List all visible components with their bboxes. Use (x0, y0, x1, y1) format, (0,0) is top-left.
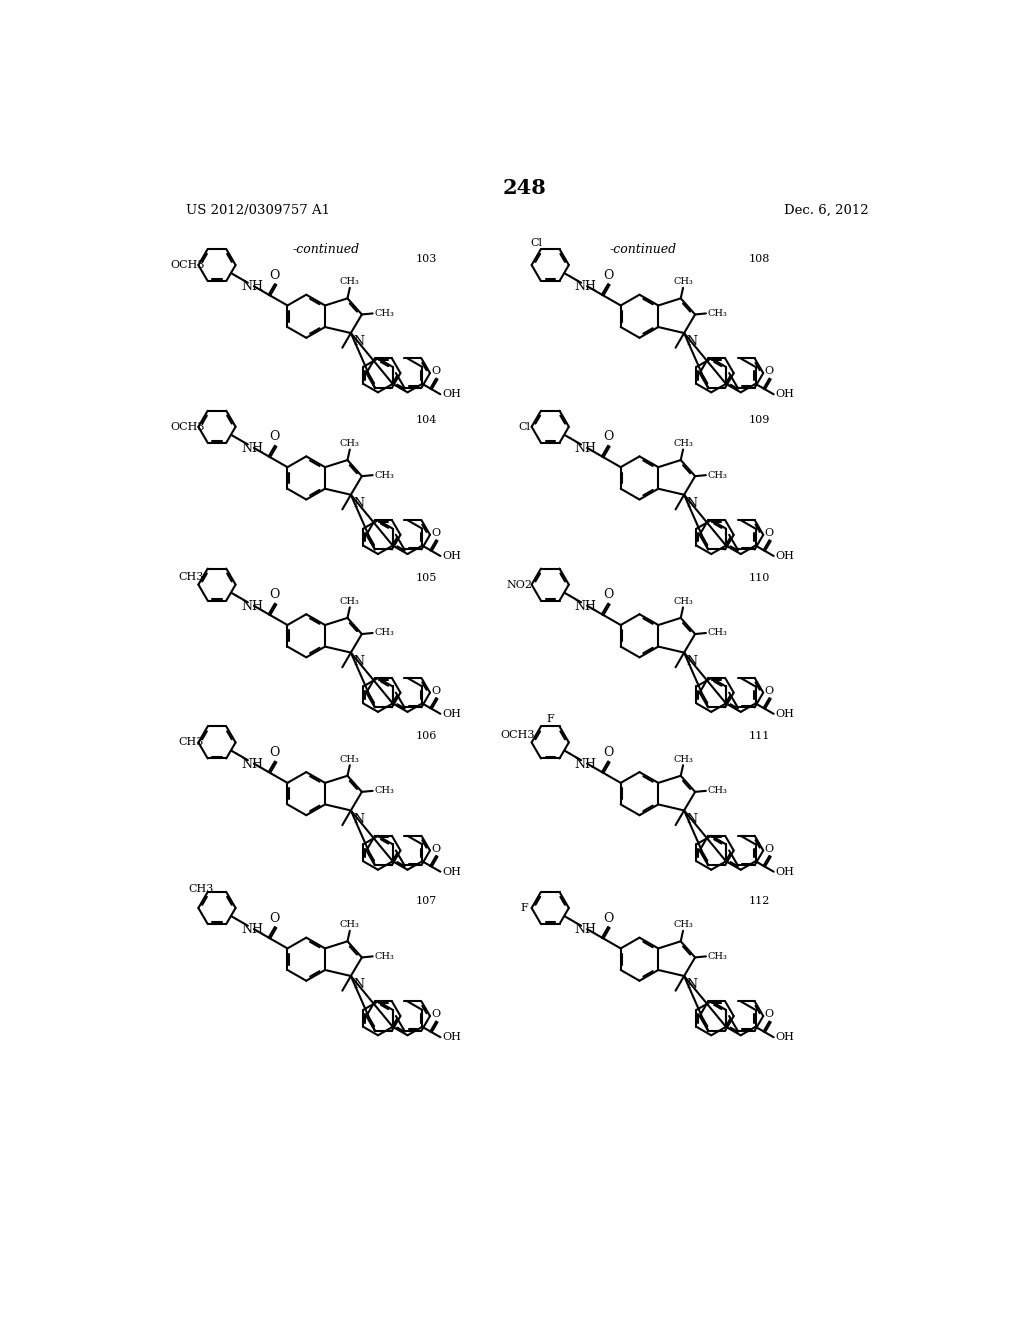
Text: -continued: -continued (610, 243, 677, 256)
Text: 104: 104 (416, 416, 437, 425)
Text: F: F (547, 714, 554, 725)
Text: CH₃: CH₃ (340, 755, 359, 764)
Text: OH: OH (442, 1032, 461, 1043)
Text: OH: OH (442, 867, 461, 876)
Text: OH: OH (775, 1032, 794, 1043)
Text: CH₃: CH₃ (374, 787, 394, 796)
Text: Dec. 6, 2012: Dec. 6, 2012 (783, 205, 868, 218)
Text: NH: NH (574, 924, 596, 936)
Text: CH₃: CH₃ (708, 309, 727, 318)
Text: O: O (269, 589, 280, 602)
Text: -continued: -continued (292, 243, 359, 256)
Text: CH3: CH3 (178, 738, 204, 747)
Text: NH: NH (241, 442, 263, 455)
Text: CH₃: CH₃ (340, 920, 359, 929)
Text: O: O (603, 746, 613, 759)
Text: 107: 107 (416, 896, 437, 907)
Text: NO2: NO2 (506, 579, 532, 590)
Text: O: O (765, 843, 774, 854)
Text: 110: 110 (749, 573, 770, 583)
Text: 108: 108 (749, 253, 770, 264)
Text: N: N (353, 813, 365, 826)
Text: NH: NH (241, 924, 263, 936)
Text: CH₃: CH₃ (340, 440, 359, 447)
Text: OCH3: OCH3 (170, 422, 205, 432)
Text: N: N (686, 335, 697, 348)
Text: N: N (353, 978, 365, 991)
Text: CH₃: CH₃ (673, 440, 693, 447)
Text: N: N (686, 498, 697, 510)
Text: O: O (603, 430, 613, 444)
Text: Cl: Cl (530, 239, 543, 248)
Text: O: O (765, 1008, 774, 1019)
Text: Cl: Cl (518, 422, 529, 432)
Text: O: O (431, 843, 440, 854)
Text: CH₃: CH₃ (673, 277, 693, 286)
Text: CH₃: CH₃ (374, 471, 394, 479)
Text: O: O (269, 746, 280, 759)
Text: F: F (520, 903, 527, 913)
Text: NH: NH (241, 601, 263, 612)
Text: CH₃: CH₃ (708, 787, 727, 796)
Text: CH₃: CH₃ (708, 471, 727, 479)
Text: O: O (603, 912, 613, 925)
Text: CH₃: CH₃ (374, 628, 394, 638)
Text: CH3: CH3 (178, 572, 204, 582)
Text: NH: NH (574, 442, 596, 455)
Text: O: O (765, 685, 774, 696)
Text: CH3: CH3 (188, 884, 214, 894)
Text: 103: 103 (416, 253, 437, 264)
Text: CH₃: CH₃ (708, 952, 727, 961)
Text: CH₃: CH₃ (340, 277, 359, 286)
Text: O: O (431, 366, 440, 376)
Text: 106: 106 (416, 731, 437, 741)
Text: CH₃: CH₃ (374, 309, 394, 318)
Text: CH₃: CH₃ (374, 952, 394, 961)
Text: CH₃: CH₃ (673, 920, 693, 929)
Text: N: N (353, 335, 365, 348)
Text: N: N (353, 498, 365, 510)
Text: O: O (269, 912, 280, 925)
Text: 109: 109 (749, 416, 770, 425)
Text: 112: 112 (749, 896, 770, 907)
Text: N: N (686, 978, 697, 991)
Text: CH₃: CH₃ (673, 597, 693, 606)
Text: NH: NH (574, 601, 596, 612)
Text: O: O (431, 685, 440, 696)
Text: OH: OH (775, 709, 794, 719)
Text: OH: OH (442, 550, 461, 561)
Text: O: O (765, 528, 774, 537)
Text: OH: OH (775, 867, 794, 876)
Text: N: N (686, 813, 697, 826)
Text: NH: NH (574, 280, 596, 293)
Text: NH: NH (574, 758, 596, 771)
Text: CH₃: CH₃ (340, 597, 359, 606)
Text: N: N (686, 655, 697, 668)
Text: 105: 105 (416, 573, 437, 583)
Text: OH: OH (775, 389, 794, 399)
Text: O: O (269, 269, 280, 281)
Text: US 2012/0309757 A1: US 2012/0309757 A1 (186, 205, 330, 218)
Text: NH: NH (241, 280, 263, 293)
Text: OH: OH (442, 389, 461, 399)
Text: 111: 111 (749, 731, 770, 741)
Text: OCH3: OCH3 (170, 260, 205, 271)
Text: OCH3: OCH3 (501, 730, 535, 739)
Text: O: O (431, 1008, 440, 1019)
Text: OH: OH (775, 550, 794, 561)
Text: 248: 248 (503, 178, 547, 198)
Text: O: O (603, 269, 613, 281)
Text: CH₃: CH₃ (673, 755, 693, 764)
Text: O: O (603, 589, 613, 602)
Text: CH₃: CH₃ (708, 628, 727, 638)
Text: NH: NH (241, 758, 263, 771)
Text: O: O (765, 366, 774, 376)
Text: N: N (353, 655, 365, 668)
Text: OH: OH (442, 709, 461, 719)
Text: O: O (269, 430, 280, 444)
Text: O: O (431, 528, 440, 537)
